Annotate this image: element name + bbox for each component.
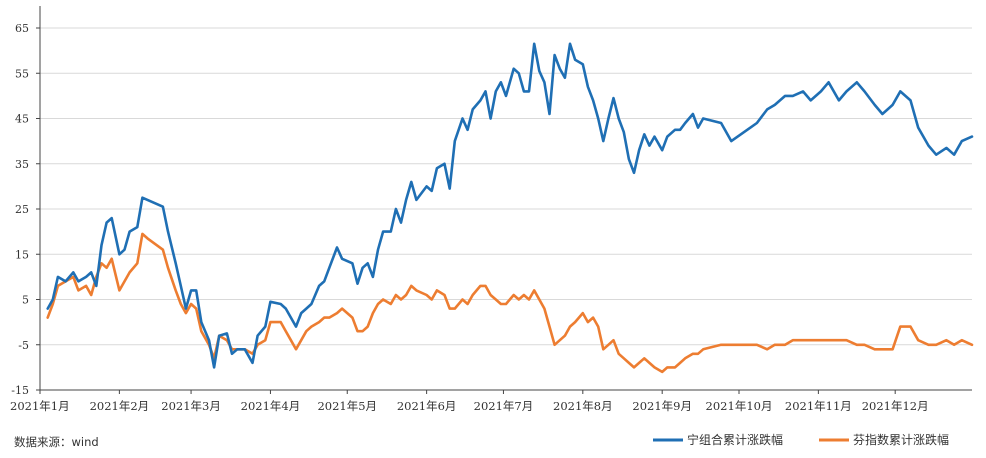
- y-tick-label: 25: [15, 203, 29, 216]
- x-tick-label: 2021年4月: [241, 399, 301, 413]
- x-tick-label: 2021年11月: [785, 399, 852, 413]
- x-tick-label: 2021年1月: [10, 399, 70, 413]
- y-tick-label: 15: [15, 248, 29, 261]
- y-tick-label: -15: [11, 384, 29, 397]
- x-tick-label: 2021年2月: [90, 399, 150, 413]
- axes: [36, 6, 972, 394]
- x-tick-label: 2021年9月: [632, 399, 692, 413]
- y-tick-label: -5: [18, 339, 29, 352]
- series-line-0: [46, 42, 974, 369]
- series-line-1: [46, 232, 974, 374]
- x-tick-label: 2021年7月: [474, 399, 534, 413]
- grid-lines: [40, 27, 972, 346]
- x-tick-label: 2021年12月: [862, 399, 929, 413]
- y-axis-tick-labels: -15 -5 5 15 25 35 45 55 65: [11, 22, 29, 397]
- y-tick-label: 5: [22, 294, 29, 307]
- x-tick-label: 2021年8月: [553, 399, 613, 413]
- x-tick-label: 2021年6月: [397, 399, 457, 413]
- x-tick-label: 2021年10月: [706, 399, 773, 413]
- legend: 宁组合累计涨跌幅 芬指数累计涨跌幅: [653, 432, 949, 447]
- series-lines: [46, 42, 974, 374]
- legend-label: 宁组合累计涨跌幅: [687, 432, 783, 447]
- x-tick-label: 2021年3月: [161, 399, 221, 413]
- y-tick-label: 65: [15, 22, 29, 35]
- y-tick-label: 55: [15, 67, 29, 80]
- y-tick-label: 45: [15, 113, 29, 126]
- x-axis-tick-labels: 2021年1月 2021年2月 2021年3月 2021年4月 2021年5月 2021年…: [10, 399, 929, 413]
- x-tick-label: 2021年5月: [317, 399, 377, 413]
- data-source-note: 数据来源：wind: [14, 435, 99, 449]
- y-tick-label: 35: [15, 158, 29, 171]
- legend-label: 芬指数累计涨跌幅: [853, 432, 949, 447]
